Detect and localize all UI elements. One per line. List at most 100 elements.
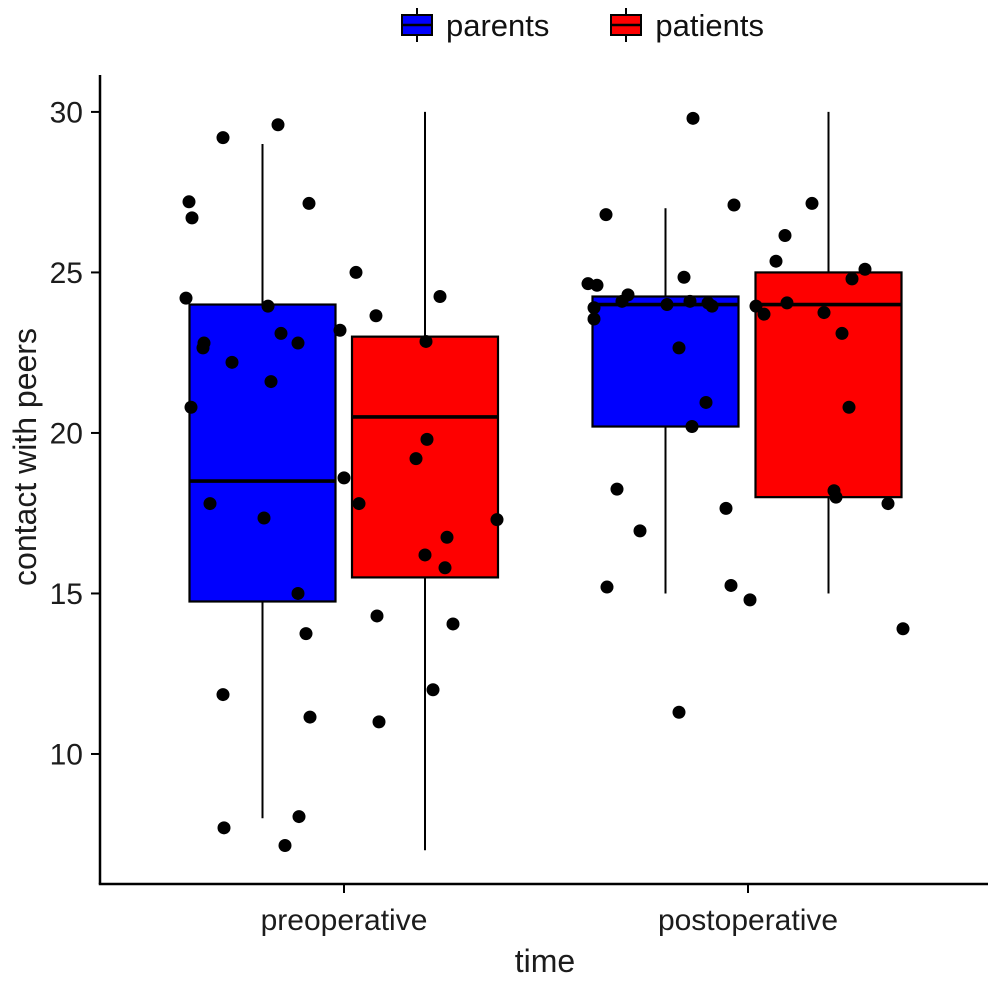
x-tick-preoperative: preoperative — [261, 884, 428, 937]
y-tick-label: 15 — [50, 578, 83, 611]
data-point — [372, 715, 386, 729]
data-point — [881, 497, 895, 511]
legend: parents patients — [100, 2, 988, 48]
legend-label-parents: parents — [446, 7, 550, 43]
y-tick: 30 — [50, 96, 100, 129]
data-point — [749, 299, 763, 313]
x-tick-postoperative: postoperative — [658, 884, 838, 937]
data-point — [490, 513, 504, 527]
x-tick-label: preoperative — [261, 904, 428, 937]
data-point — [182, 195, 196, 209]
y-tick: 15 — [50, 578, 100, 611]
data-point — [757, 307, 771, 321]
y-tick-label: 10 — [50, 738, 83, 771]
data-point — [842, 400, 856, 414]
jitter-points-preoperative — [179, 118, 504, 852]
data-point — [352, 497, 366, 511]
data-point — [699, 395, 713, 409]
boxplot-key-icon — [401, 8, 433, 42]
data-point — [278, 838, 292, 852]
data-point — [829, 490, 843, 504]
box-parents-postoperative — [591, 208, 740, 594]
data-point — [724, 578, 738, 592]
box-parents-preoperative — [188, 144, 337, 819]
legend-label-patients: patients — [655, 7, 764, 43]
data-point — [685, 420, 699, 434]
data-point — [845, 272, 859, 286]
x-tick-label: postoperative — [658, 904, 838, 937]
data-point — [264, 375, 278, 389]
data-point — [610, 482, 624, 496]
data-point — [369, 309, 383, 323]
data-point — [660, 298, 674, 312]
data-point — [419, 334, 433, 348]
data-point — [672, 341, 686, 355]
data-point — [705, 299, 719, 313]
data-point — [587, 301, 601, 315]
y-tick: 20 — [50, 417, 100, 450]
data-point — [337, 471, 351, 485]
iqr-box — [591, 295, 740, 428]
data-point — [686, 111, 700, 125]
data-point — [418, 548, 432, 562]
data-point — [409, 452, 423, 466]
data-point — [420, 432, 434, 446]
y-tick-label: 20 — [50, 417, 83, 450]
data-point — [896, 622, 910, 636]
data-point — [433, 290, 447, 304]
data-point — [185, 211, 199, 225]
data-point — [858, 262, 872, 276]
data-point — [672, 705, 686, 719]
data-point — [590, 278, 604, 292]
y-tick-label: 25 — [50, 257, 83, 290]
data-point — [225, 355, 239, 369]
data-point — [780, 296, 794, 310]
data-point — [719, 501, 733, 515]
data-point — [769, 254, 783, 268]
data-point — [217, 821, 231, 835]
data-point — [677, 270, 691, 284]
data-point — [817, 306, 831, 320]
data-point — [299, 627, 313, 641]
iqr-box — [350, 335, 500, 579]
data-point — [179, 291, 193, 305]
jitter-points-postoperative — [581, 111, 910, 719]
data-point — [743, 593, 757, 607]
data-point — [370, 609, 384, 623]
data-point — [778, 229, 792, 243]
data-point — [257, 511, 271, 525]
data-point — [426, 683, 440, 697]
data-point — [302, 196, 316, 210]
data-point — [271, 118, 285, 132]
data-point — [216, 131, 230, 145]
data-point — [835, 326, 849, 340]
legend-item-parents: parents — [398, 6, 549, 44]
box-patients-preoperative — [350, 111, 500, 851]
data-point — [600, 580, 614, 594]
legend-item-patients: patients — [607, 6, 764, 44]
data-point — [805, 196, 819, 210]
data-point — [196, 341, 210, 355]
data-point — [291, 586, 305, 600]
data-point — [438, 561, 452, 575]
data-point — [292, 810, 306, 824]
y-tick: 10 — [50, 738, 100, 771]
data-point — [349, 265, 363, 279]
data-point — [683, 294, 697, 308]
data-point — [216, 688, 230, 702]
data-point — [184, 400, 198, 414]
y-tick-label: 30 — [50, 96, 83, 129]
data-point — [615, 294, 629, 308]
data-point — [203, 497, 217, 511]
data-point — [333, 323, 347, 337]
data-point — [440, 530, 454, 544]
data-point — [633, 524, 647, 538]
iqr-box — [188, 303, 337, 603]
data-point — [727, 198, 741, 212]
data-point — [274, 326, 288, 340]
data-point — [303, 710, 317, 724]
data-point — [599, 208, 613, 222]
x-axis-title: time — [515, 943, 575, 979]
